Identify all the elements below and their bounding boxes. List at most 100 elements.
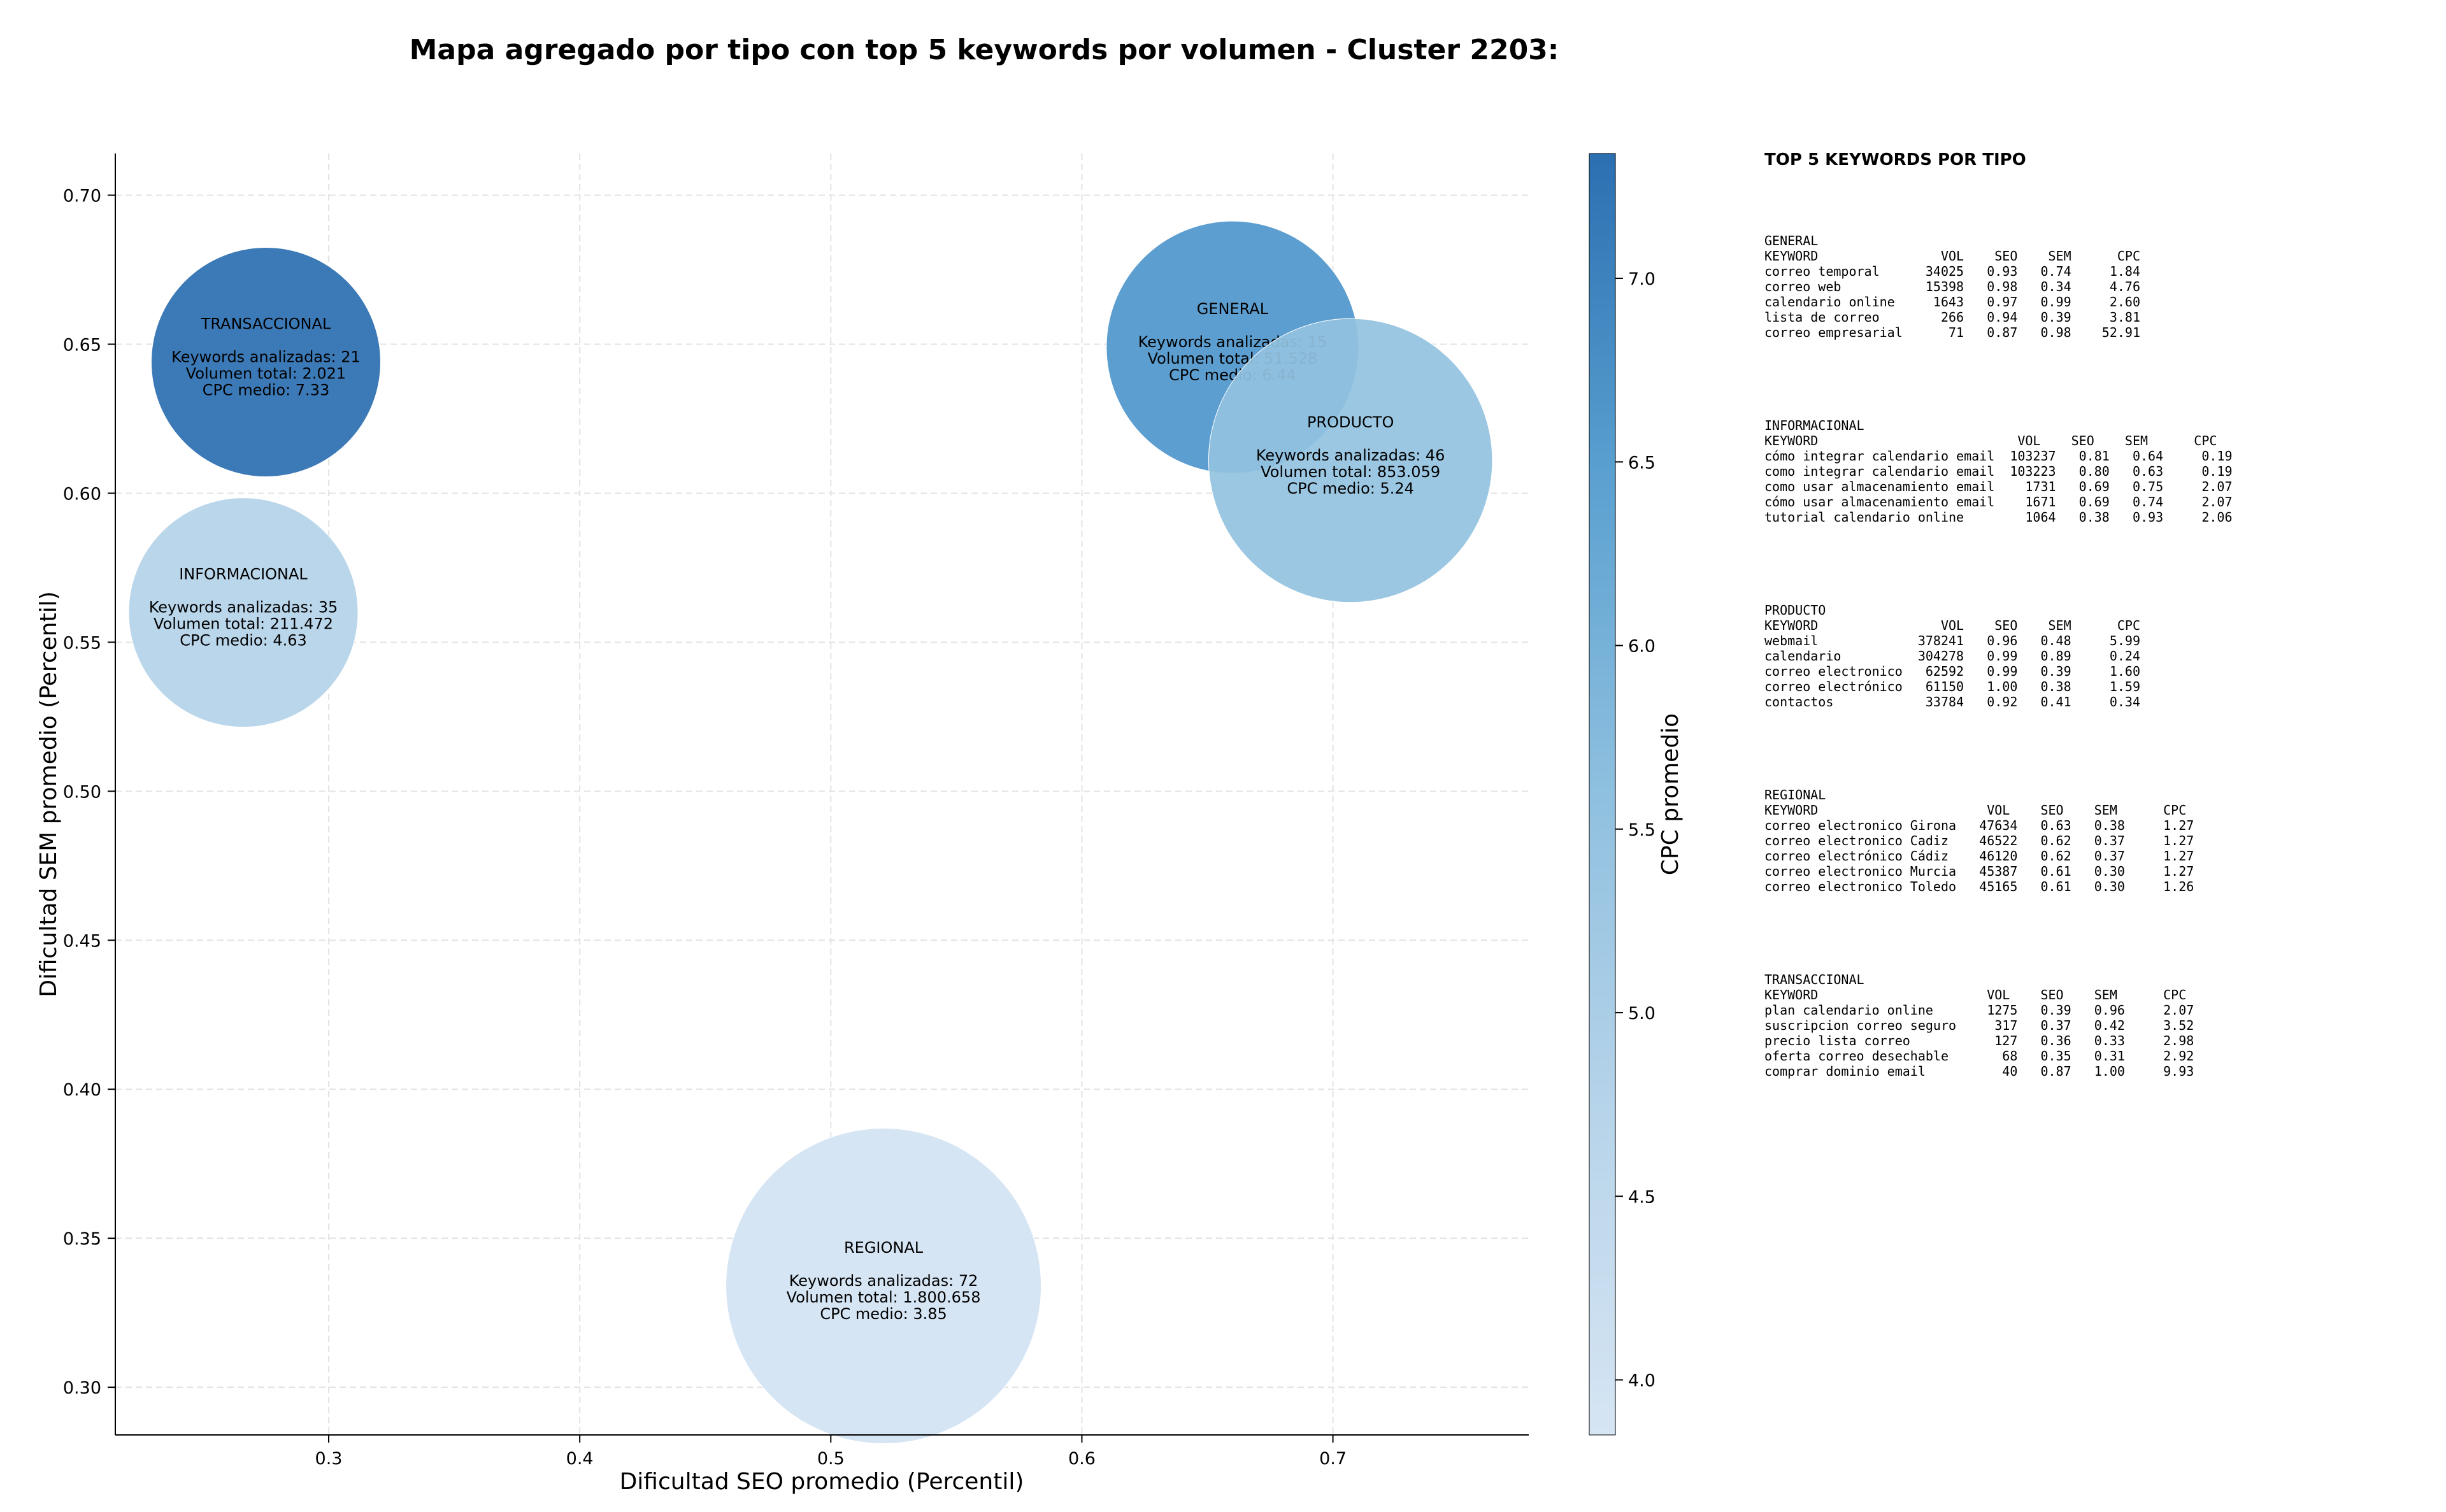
bubble-label-keywords: Keywords analizadas: 72	[789, 1272, 978, 1290]
colorbar-gradient	[1589, 153, 1616, 1436]
keyword-tables: GENERAL KEYWORD VOL SEO SEM CPC correo tem…	[1764, 233, 2427, 1079]
colorbar-tick-label: 6.0	[1628, 637, 1656, 657]
table-header: KEYWORD VOL SEO SEM CPC	[1764, 618, 2141, 633]
table-row: webmail 378241 0.96 0.48 5.99	[1764, 633, 2141, 648]
table-row: precio lista correo 127 0.36 0.33 2.98	[1764, 1033, 2194, 1048]
bubble-transaccional: TRANSACCIONAL Keywords analizadas: 21Volu…	[150, 247, 381, 478]
x-tick-label: 0.7	[1319, 1449, 1347, 1469]
table-row: oferta correo desechable 68 0.35 0.31 2.…	[1764, 1048, 2194, 1064]
bubble-label-name: REGIONAL	[844, 1239, 924, 1257]
bubble-label-volume-text: Volumen total: 1.800.658	[787, 1288, 981, 1306]
keyword-table-regional: REGIONAL KEYWORD VOL SEO SEM CPC correo el…	[1764, 787, 2427, 894]
panel-heading: TOP 5 KEYWORDS POR TIPO	[1764, 150, 2026, 169]
table-row: correo empresarial 71 0.87 0.98 52.91	[1764, 325, 2141, 340]
bubble-label-cpc-text: CPC medio: 7.33	[203, 382, 330, 399]
keyword-table-producto: PRODUCTO KEYWORD VOL SEO SEM CPC webmail 3…	[1764, 603, 2427, 710]
colorbar: 4.0 4.5 5.0 5.5 6.0 6.5 7.0 CPC promedio	[1589, 153, 1684, 1436]
table-row: correo electronico Girona 47634 0.63 0.3…	[1764, 818, 2194, 833]
table-row: calendario 304278 0.99 0.89 0.24	[1764, 648, 2141, 664]
bubble-label-volume-text: Volumen total: 853.059	[1261, 463, 1440, 481]
table-type-label: TRANSACCIONAL	[1764, 972, 1864, 987]
bubble-label-volume-text: Volumen total: 211.472	[154, 615, 333, 633]
table-header: KEYWORD VOL SEO SEM CPC	[1764, 433, 2217, 448]
colorbar-tick-label: 4.0	[1628, 1371, 1656, 1391]
y-axis-label: Dificultad SEM promedio (Percentil)	[36, 591, 62, 997]
y-tick-label: 0.50	[63, 782, 101, 802]
table-row: cómo usar almacenamiento email 1671 0.69…	[1764, 494, 2233, 510]
bubble-circle	[726, 1128, 1042, 1444]
table-row: tutorial calendario online 1064 0.38 0.9…	[1764, 510, 2233, 525]
axes	[115, 153, 1529, 1436]
y-tick-label: 0.55	[63, 633, 101, 653]
table-row: comprar dominio email 40 0.87 1.00 9.93	[1764, 1064, 2194, 1079]
y-tick-label: 0.40	[63, 1080, 101, 1100]
bubble-label-name: INFORMACIONAL	[179, 566, 308, 583]
bubble-label-name: GENERAL	[1197, 300, 1269, 318]
table-row: como integrar calendario email 103223 0.…	[1764, 464, 2233, 479]
x-tick-label: 0.3	[315, 1449, 343, 1469]
table-row: correo temporal 34025 0.93 0.74 1.84	[1764, 264, 2141, 279]
y-tick-label: 0.30	[63, 1378, 101, 1398]
table-header: KEYWORD VOL SEO SEM CPC	[1764, 248, 2141, 264]
table-row: cómo integrar calendario email 103237 0.…	[1764, 448, 2233, 464]
table-row: suscripcion correo seguro 317 0.37 0.42 …	[1764, 1018, 2194, 1033]
table-row: contactos 33784 0.92 0.41 0.34	[1764, 694, 2141, 710]
bubble-label-name: TRANSACCIONAL	[201, 315, 331, 333]
y-tick-label: 0.70	[63, 187, 101, 206]
y-tick-label: 0.35	[63, 1229, 101, 1249]
bubble-label-cpc-text: CPC medio: 3.85	[820, 1305, 947, 1323]
bubble-circle	[150, 247, 381, 478]
table-row: como usar almacenamiento email 1731 0.69…	[1764, 479, 2233, 494]
table-type-label: PRODUCTO	[1764, 603, 1826, 618]
bubble-label-keywords: Keywords analizadas: 46	[1256, 446, 1445, 464]
bubble-label-volume-text: Volumen total: 2.021	[186, 365, 346, 383]
colorbar-label: CPC promedio	[1657, 713, 1684, 875]
table-type-label: INFORMACIONAL	[1764, 418, 1864, 433]
bubble-label-cpc-text: CPC medio: 4.63	[180, 632, 307, 650]
colorbar-tick-label: 5.0	[1628, 1004, 1656, 1023]
table-type-label: GENERAL	[1764, 233, 1819, 248]
table-row: calendario online 1643 0.97 0.99 2.60	[1764, 294, 2141, 310]
colorbar-tick-label: 5.5	[1628, 820, 1656, 840]
bubble-circle	[1208, 318, 1493, 603]
y-tick-label: 0.45	[63, 931, 101, 951]
top-keywords-panel: TOP 5 KEYWORDS POR TIPO GENERAL KEYWORD V…	[1764, 150, 2427, 1157]
table-header: KEYWORD VOL SEO SEM CPC	[1764, 802, 2187, 818]
y-tick-label: 0.65	[63, 335, 101, 355]
bubble-label-cpc-text: CPC medio: 5.24	[1287, 480, 1414, 497]
x-tick-label: 0.5	[817, 1449, 845, 1469]
bubble-informacional: INFORMACIONAL Keywords analizadas: 35Volu…	[128, 497, 359, 728]
keyword-table-general: GENERAL KEYWORD VOL SEO SEM CPC correo tem…	[1764, 233, 2427, 340]
chart-title: Mapa agregado por tipo con top 5 keyword…	[410, 34, 1559, 66]
x-axis-label: Dificultad SEO promedio (Percentil)	[620, 1469, 1024, 1495]
bubble-label-keywords: Keywords analizadas: 35	[149, 599, 338, 617]
table-row: correo electrónico 61150 1.00 0.38 1.59	[1764, 679, 2141, 694]
table-row: correo electrónico Cádiz 46120 0.62 0.37…	[1764, 848, 2194, 864]
colorbar-tick-label: 6.5	[1628, 453, 1656, 473]
bubble-label-name: PRODUCTO	[1307, 413, 1394, 431]
table-row: correo electronico Murcia 45387 0.61 0.3…	[1764, 864, 2194, 879]
table-row: correo electronico Toledo 45165 0.61 0.3…	[1764, 879, 2194, 894]
table-row: correo electronico 62592 0.99 0.39 1.60	[1764, 664, 2141, 679]
x-tick-label: 0.6	[1068, 1449, 1096, 1469]
table-type-label: REGIONAL	[1764, 787, 1826, 802]
table-row: correo electronico Cadiz 46522 0.62 0.37…	[1764, 833, 2194, 848]
bubble-label-keywords: Keywords analizadas: 21	[171, 348, 361, 366]
keyword-table-informacional: INFORMACIONAL KEYWORD VOL SEO SEM CPC cómo…	[1764, 418, 2427, 525]
table-row: correo web 15398 0.98 0.34 4.76	[1764, 279, 2141, 294]
colorbar-tick-label: 4.5	[1628, 1187, 1656, 1207]
table-row: plan calendario online 1275 0.39 0.96 2.…	[1764, 1002, 2194, 1018]
colorbar-ticks: 4.0 4.5 5.0 5.5 6.0 6.5 7.0	[1615, 269, 1656, 1391]
table-header: KEYWORD VOL SEO SEM CPC	[1764, 987, 2187, 1002]
ticks: 0.3 0.4 0.5 0.6 0.7 0.30 0.35 0.40 0.45 0.50 0.55 0…	[63, 187, 1347, 1469]
colorbar-tick-label: 7.0	[1628, 269, 1656, 289]
keyword-table-transaccional: TRANSACCIONAL KEYWORD VOL SEO SEM CPC plan…	[1764, 972, 2427, 1079]
y-tick-label: 0.60	[63, 484, 101, 504]
table-row: lista de correo 266 0.94 0.39 3.81	[1764, 310, 2141, 325]
x-tick-label: 0.4	[566, 1449, 594, 1469]
